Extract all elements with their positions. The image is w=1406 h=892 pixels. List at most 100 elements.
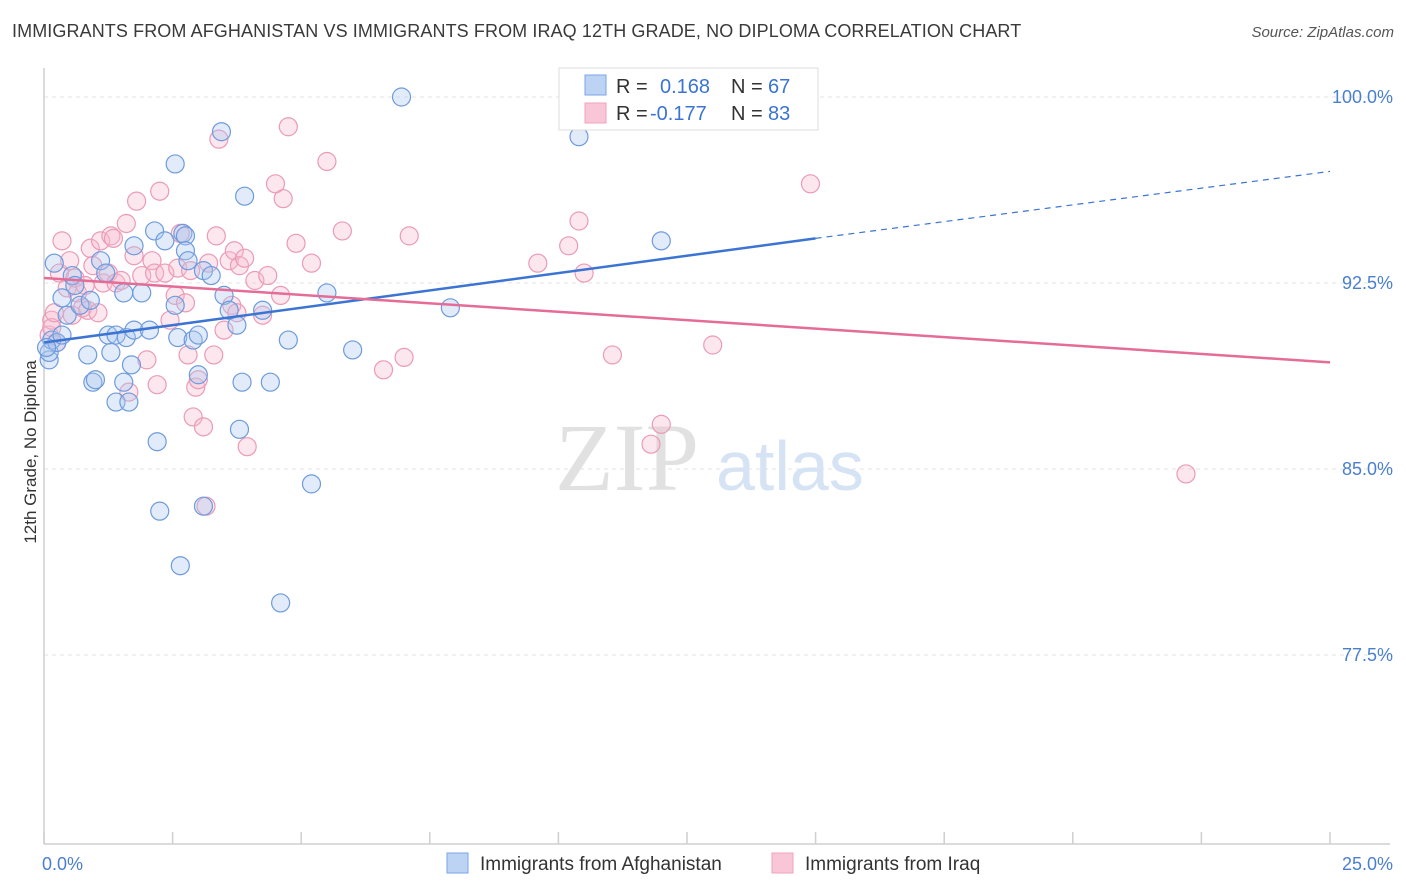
afghanistan-point [39, 342, 59, 363]
iraq-point [155, 263, 175, 283]
afghanistan-point [317, 283, 337, 303]
bottom-legend-iraq: Immigrants from Iraq [805, 854, 980, 875]
afghanistan-point [96, 263, 116, 283]
correlation-legend: R = 0.168 N = 67 R = -0.177 N = 83 [558, 67, 819, 131]
iraq-point [286, 233, 306, 253]
iraq-point [373, 360, 394, 380]
iraq-point [602, 345, 623, 365]
afghanistan-point [227, 315, 247, 335]
iraq-point [103, 228, 124, 248]
legend-n-label-afghanistan: N = [731, 76, 763, 98]
afghanistan-point [90, 251, 111, 271]
y-axis-title: 12th Grade, No Diploma [21, 360, 40, 544]
afghanistan-point [83, 372, 103, 392]
afghanistan-point [253, 300, 273, 320]
iraq-point [273, 189, 293, 209]
afghanistan-point [70, 295, 90, 315]
afghanistan-point [178, 251, 198, 271]
iraq-point [111, 270, 131, 291]
source-label: Source: ZipAtlas.com [1251, 24, 1394, 41]
afghanistan-point [147, 432, 167, 452]
iraq-point [150, 181, 170, 201]
iraq-point [332, 221, 352, 241]
x-tick-label: 25.0% [1342, 854, 1393, 874]
afghanistan-point [651, 231, 671, 251]
iraq-point [147, 375, 167, 395]
legend-r-label-iraq: R = [616, 103, 648, 125]
iraq-point [62, 305, 82, 325]
iraq-point [399, 226, 419, 246]
afghanistan-point [229, 419, 250, 439]
afghanistan-point [165, 295, 185, 315]
afghanistan-point [343, 340, 363, 360]
legend-n-label-iraq: N = [731, 103, 763, 125]
iraq-point [224, 241, 244, 261]
y-tick-label: 85.0% [1342, 459, 1393, 479]
legend-r-afghanistan: 0.168 [660, 76, 710, 98]
legend-swatch-afghanistan [584, 74, 607, 96]
afghanistan-point [201, 265, 221, 286]
afghanistan-point [150, 501, 170, 521]
bottom-legend-afghanistan: Immigrants from Afghanistan [480, 854, 722, 875]
iraq-point [60, 251, 80, 271]
series-iraq-points [39, 117, 1196, 516]
iraq-point [209, 129, 229, 149]
x-tick-labels: 0.0% 25.0% [42, 854, 1393, 874]
afghanistan-point [193, 496, 214, 516]
afghanistan-point [57, 305, 77, 325]
afghanistan-point [175, 226, 196, 246]
iraq-point [235, 248, 255, 268]
y-tick-label: 77.5% [1342, 645, 1393, 665]
afghanistan-point [278, 330, 298, 350]
iraq-point [137, 350, 157, 370]
afghanistan-point [391, 87, 412, 107]
iraq-point [116, 213, 136, 234]
afghanistan-point [119, 392, 139, 412]
afghanistan-point [114, 372, 134, 392]
iraq-point [126, 191, 147, 211]
afghanistan-point [271, 593, 291, 613]
iraq-point [72, 298, 93, 318]
watermark-atlas: atlas [716, 427, 864, 505]
axes [43, 68, 1390, 845]
series-afghanistan-points [36, 87, 671, 613]
iraq-point [119, 382, 139, 402]
bottom-legend-swatch-iraq [771, 852, 794, 874]
iraq-point [193, 417, 214, 437]
afghanistan-point [36, 337, 57, 358]
iraq-point [42, 310, 62, 330]
trend-line-afghanistan [43, 237, 816, 344]
legend-n-iraq: 83 [768, 103, 790, 125]
afghanistan-point [132, 283, 152, 303]
chart-title: IMMIGRANTS FROM AFGHANISTAN VS IMMIGRANT… [12, 21, 1022, 41]
iraq-point [237, 437, 257, 457]
iraq-point [278, 117, 298, 137]
iraq-point [800, 174, 821, 194]
afghanistan-point [85, 370, 106, 390]
iraq-point [144, 263, 165, 283]
afghanistan-point [78, 345, 98, 365]
iraq-point [301, 253, 322, 273]
afghanistan-point [168, 327, 188, 348]
iraq-point [204, 345, 224, 365]
afghanistan-point [144, 221, 165, 241]
afghanistan-point [440, 298, 460, 318]
iraq-point [183, 407, 203, 427]
afghanistan-point [155, 231, 175, 251]
iraq-point [271, 285, 291, 305]
iraq-point [186, 377, 206, 397]
iraq-point [258, 265, 278, 286]
afghanistan-point [188, 325, 208, 345]
gridlines [44, 96, 1390, 656]
afghanistan-point [121, 355, 142, 375]
bottom-legend-swatch-afghanistan [446, 852, 469, 874]
afghanistan-point [124, 236, 144, 256]
iraq-point [245, 270, 265, 291]
iraq-point [1176, 464, 1196, 484]
bottom-legend: Immigrants from Afghanistan Immigrants f… [446, 852, 980, 875]
y-tick-labels: 77.5% 85.0% 92.5% 100.0% [1332, 87, 1393, 665]
iraq-point [651, 414, 671, 434]
afghanistan-point [44, 253, 64, 273]
iraq-point [142, 251, 162, 271]
watermark-zip: ZIP [555, 404, 699, 511]
